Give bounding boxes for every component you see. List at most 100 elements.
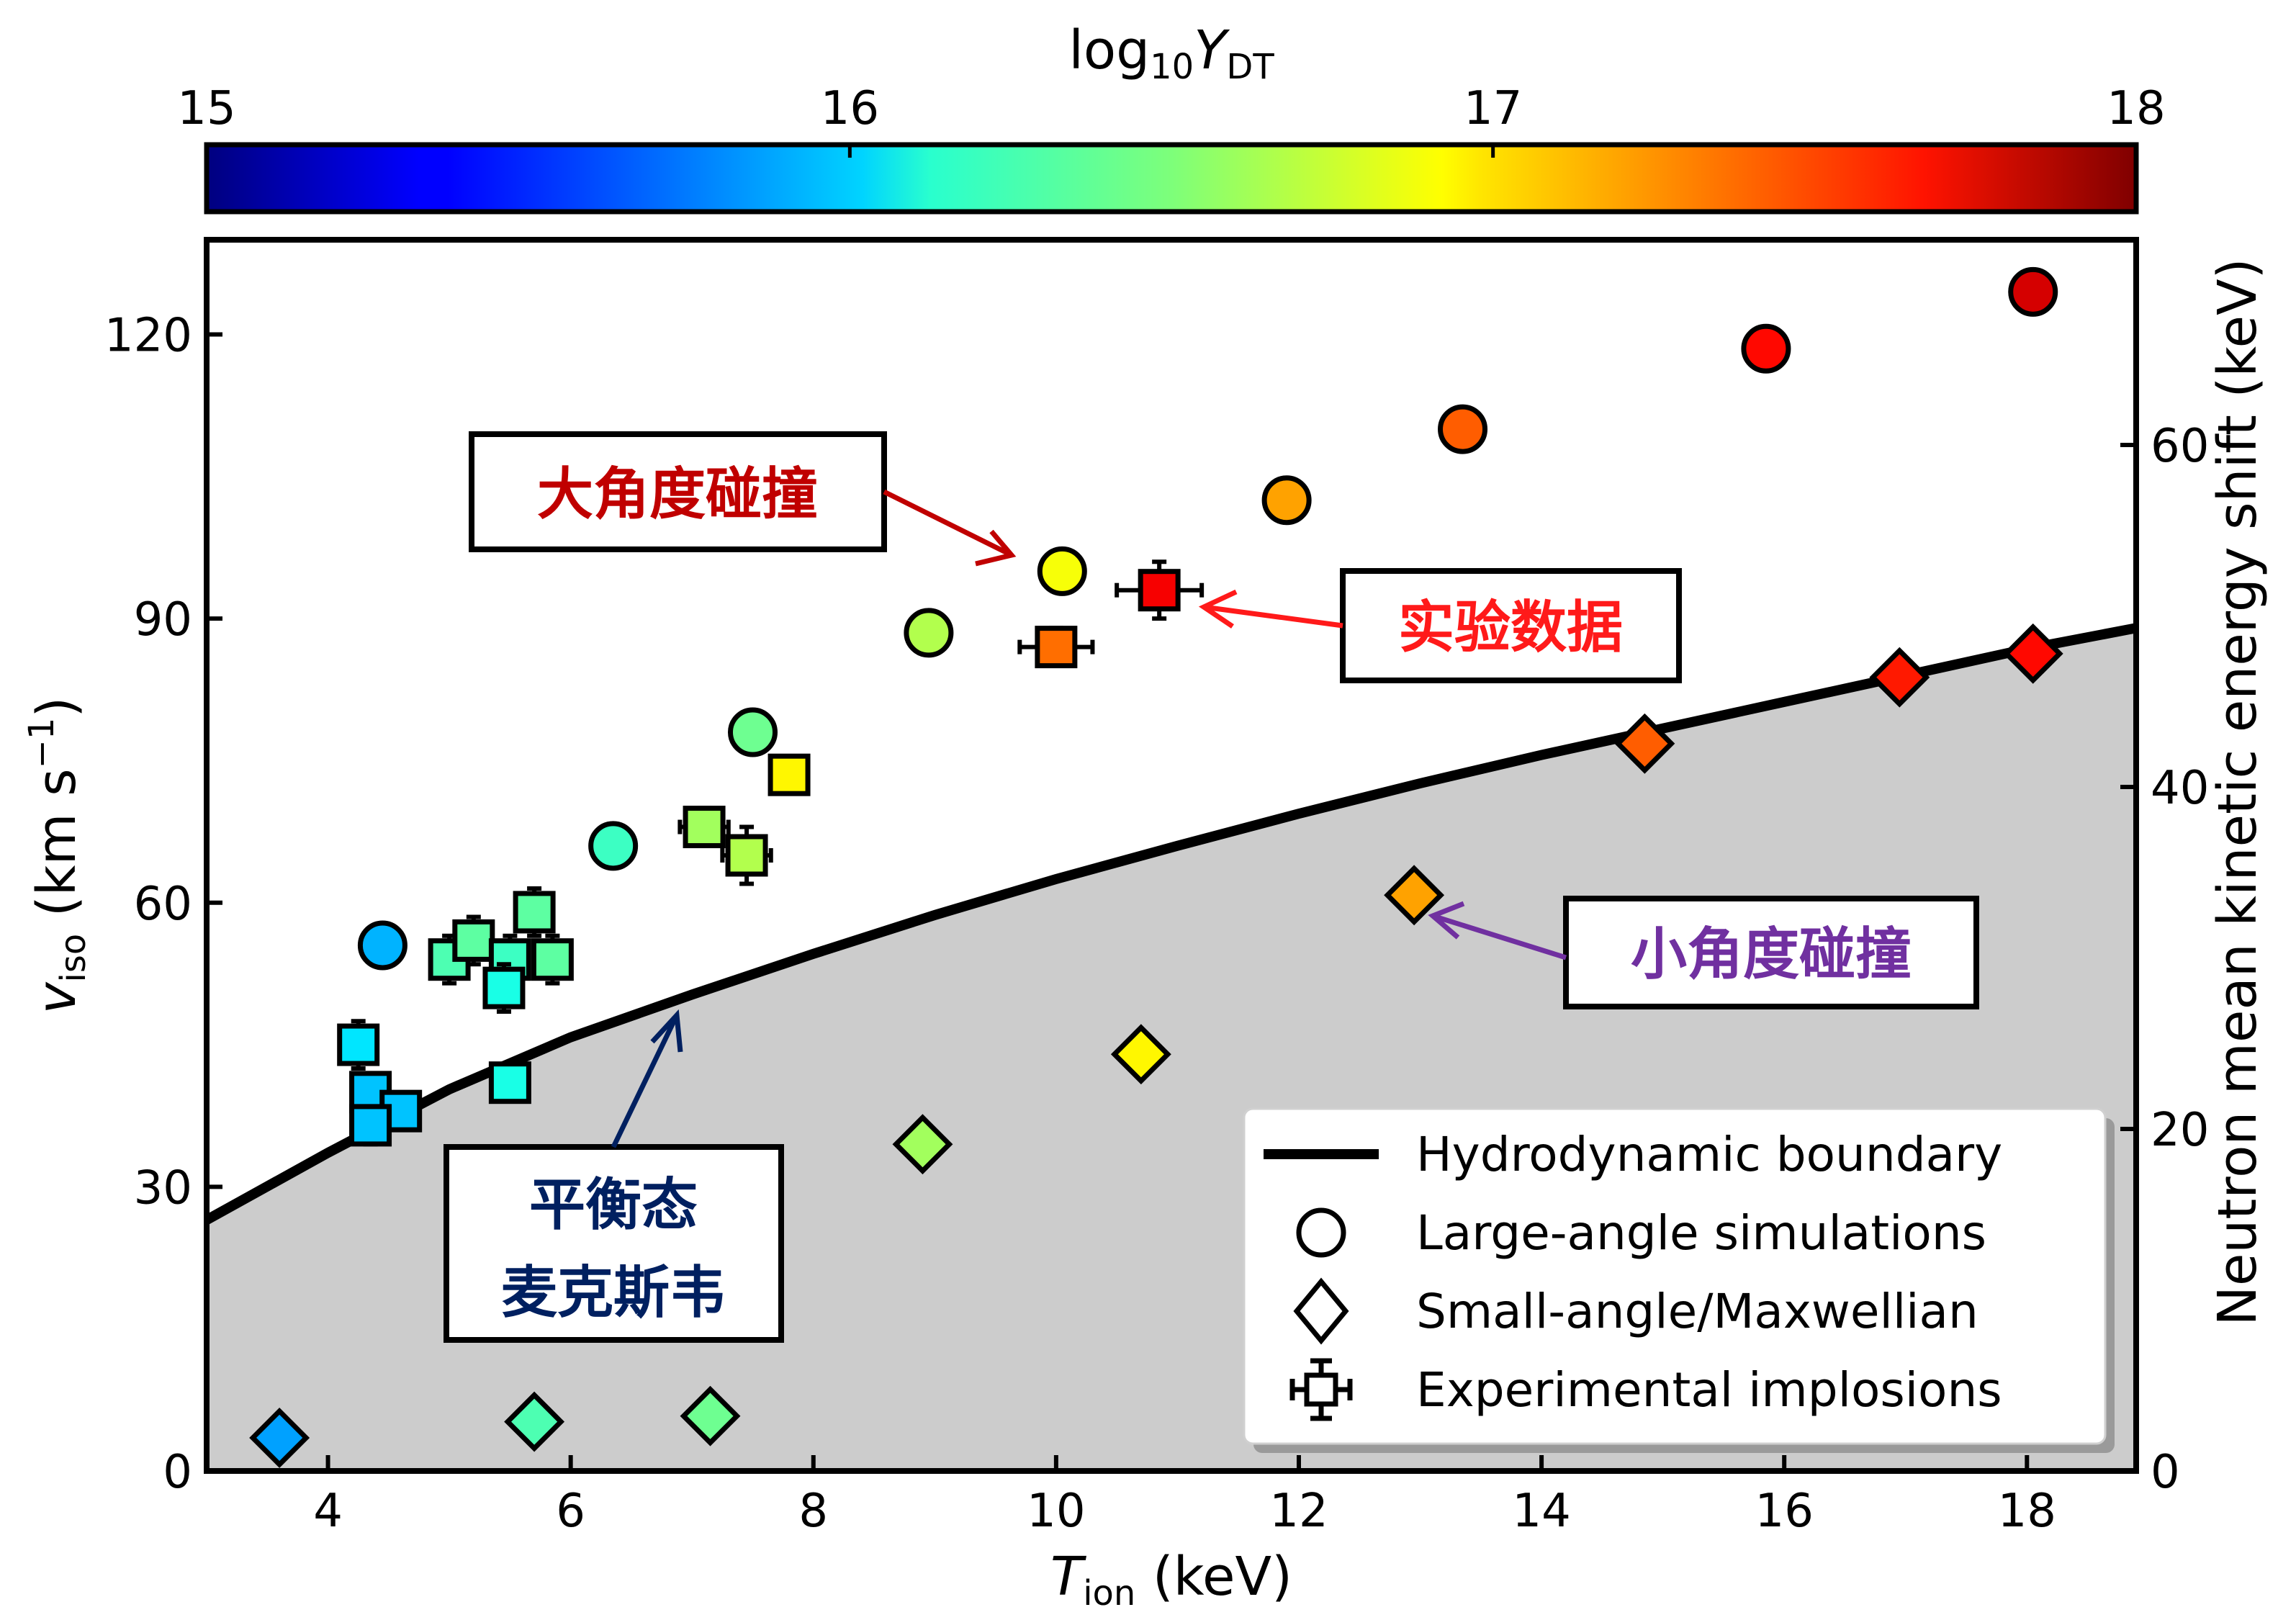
colorbar-tick-label: 17 [1464, 82, 1522, 135]
experimental-marker [1035, 626, 1078, 669]
experimental-point [337, 1019, 380, 1071]
experimental-point [1115, 559, 1205, 621]
experimental-point [720, 824, 773, 886]
colorbar-title: log10YDT [1068, 19, 1274, 87]
large-angle-point [1438, 404, 1488, 454]
colorbar-ticks: 15 16 17 18 [177, 82, 2166, 158]
y-tick-label: 120 [104, 310, 192, 363]
colorbar-tick-label: 16 [821, 82, 879, 135]
legend: Hydrodynamic boundary Large-angle simula… [1243, 1107, 2115, 1453]
callout-large-angle-text: 大角度碰撞 [537, 462, 818, 527]
callout-experimental-arrowhead [1198, 589, 1238, 629]
experimental-point [677, 806, 731, 849]
small-angle-point [249, 1408, 310, 1468]
large-angle-point [588, 821, 639, 871]
small-angle-point [2002, 623, 2063, 684]
large-angle-point [1261, 475, 1312, 526]
y-tick-label: 0 [163, 1446, 192, 1499]
experimental-point [767, 753, 811, 796]
experimental-point [482, 962, 526, 1014]
y2-axis-title: Neutron mean kinetic energy shift (keV) [2207, 258, 2269, 1326]
colorbar-tick-label: 18 [2107, 82, 2165, 135]
experimental-marker [683, 806, 726, 849]
plot-frame [204, 237, 2139, 1474]
large-angle-point [1037, 546, 1087, 596]
large-angle-point [904, 608, 954, 658]
axis-ticks: 4 6 8 10 12 14 16 18 0 30 60 90 120 0 20 40 60 [104, 310, 2210, 1538]
legend-diamond-swatch [1293, 1277, 1349, 1345]
y-tick-label: 60 [134, 878, 192, 931]
experimental-marker [349, 1104, 392, 1147]
callout-large-angle-arrow [883, 489, 1013, 558]
experimental-marker [452, 919, 495, 962]
x-axis-title: Tion (keV) [1050, 1546, 1292, 1614]
x-tick-label: 14 [1512, 1485, 1570, 1538]
experimental-point [1017, 626, 1095, 669]
x-tick-label: 10 [1027, 1485, 1085, 1538]
legend-label-experimental: Experimental implosions [1416, 1362, 2002, 1418]
y2-tick-label: 20 [2151, 1104, 2209, 1157]
callout-small-angle-arrow [1431, 913, 1567, 960]
callout-experimental-text: 实验数据 [1398, 595, 1623, 660]
legend-label-small-angle: Small-angle/Maxwellian [1416, 1284, 1978, 1339]
callout-small-angle: 小角度碰撞 [1428, 896, 1979, 1009]
small-angle-point [1614, 713, 1675, 774]
x-tick-label: 16 [1755, 1485, 1813, 1538]
colorbar: log10YDT 15 16 17 18 [177, 19, 2166, 215]
callout-maxwellian-line2: 麦克斯韦 [501, 1261, 726, 1326]
y-axis-title: viso (km s−1) [22, 697, 94, 1014]
x-tick-label: 18 [1998, 1485, 2056, 1538]
colorbar-gradient [204, 142, 2139, 215]
experimental-marker [531, 938, 574, 981]
callout-small-angle-arrowhead [1428, 901, 1465, 940]
experimental-point [349, 1104, 392, 1147]
callout-maxwellian-arrow [611, 1014, 680, 1148]
callout-small-angle-text: 小角度碰撞 [1631, 922, 1912, 987]
experimental-point [488, 1061, 531, 1104]
experimental-point [452, 914, 495, 967]
experimental-point [531, 933, 574, 986]
y2-tick-label: 0 [2151, 1446, 2180, 1499]
large-angle-point [727, 707, 778, 757]
callout-large-angle: 大角度碰撞 [469, 431, 1017, 567]
callout-large-angle-box [469, 431, 887, 552]
legend-box [1243, 1107, 2107, 1445]
x-tick-label: 4 [313, 1485, 343, 1538]
legend-circle-swatch [1296, 1207, 1346, 1258]
small-angle-point [892, 1114, 953, 1175]
small-angle-point [1384, 865, 1445, 926]
large-angle-point [357, 920, 408, 971]
x-tick-label: 8 [798, 1485, 828, 1538]
x-tick-label: 6 [556, 1485, 585, 1538]
callout-maxwellian-line1: 平衡态 [529, 1173, 698, 1238]
legend-label-boundary: Hydrodynamic boundary [1416, 1127, 2002, 1182]
callout-maxwellian-arrowhead [650, 1009, 683, 1053]
data-markers [249, 266, 2063, 1468]
experimental-marker [482, 966, 526, 1009]
callout-large-angle-arrowhead [975, 529, 1017, 567]
callout-experimental-arrow [1203, 604, 1343, 629]
callout-maxwellian-box [444, 1144, 784, 1343]
x-tick-label: 12 [1269, 1485, 1328, 1538]
colorbar-tick-label: 15 [177, 82, 235, 135]
experimental-point [513, 886, 556, 938]
experimental-marker [513, 891, 556, 934]
y2-tick-label: 40 [2151, 762, 2209, 815]
experimental-marker [337, 1023, 380, 1066]
y-tick-label: 30 [134, 1161, 192, 1215]
experimental-marker [725, 834, 768, 877]
large-angle-point [2008, 266, 2058, 317]
legend-errorbar-swatch [1289, 1358, 1353, 1421]
experimental-marker [1138, 569, 1181, 612]
y2-tick-label: 60 [2151, 420, 2209, 473]
small-angle-point [504, 1391, 565, 1452]
small-angle-point [1869, 647, 1930, 708]
large-angle-point [1741, 323, 1791, 374]
small-angle-point [680, 1385, 741, 1446]
callout-maxwellian: 平衡态 麦克斯韦 [444, 1009, 784, 1343]
experimental-marker [488, 1061, 531, 1104]
y-tick-label: 90 [134, 593, 192, 647]
callout-experimental: 实验数据 [1198, 568, 1682, 683]
small-angle-point [1110, 1024, 1171, 1085]
